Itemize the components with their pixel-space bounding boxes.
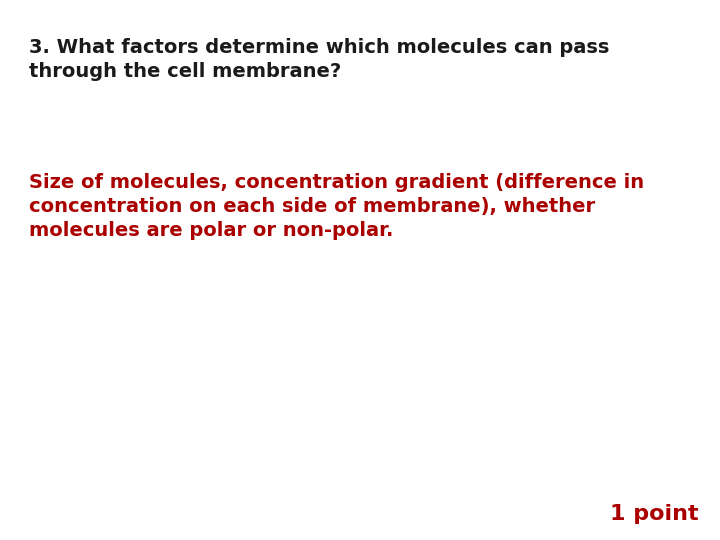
Text: Size of molecules, concentration gradient (difference in
concentration on each s: Size of molecules, concentration gradien… (29, 173, 644, 240)
Text: 3. What factors determine which molecules can pass
through the cell membrane?: 3. What factors determine which molecule… (29, 38, 609, 81)
Text: 1 point: 1 point (610, 504, 698, 524)
